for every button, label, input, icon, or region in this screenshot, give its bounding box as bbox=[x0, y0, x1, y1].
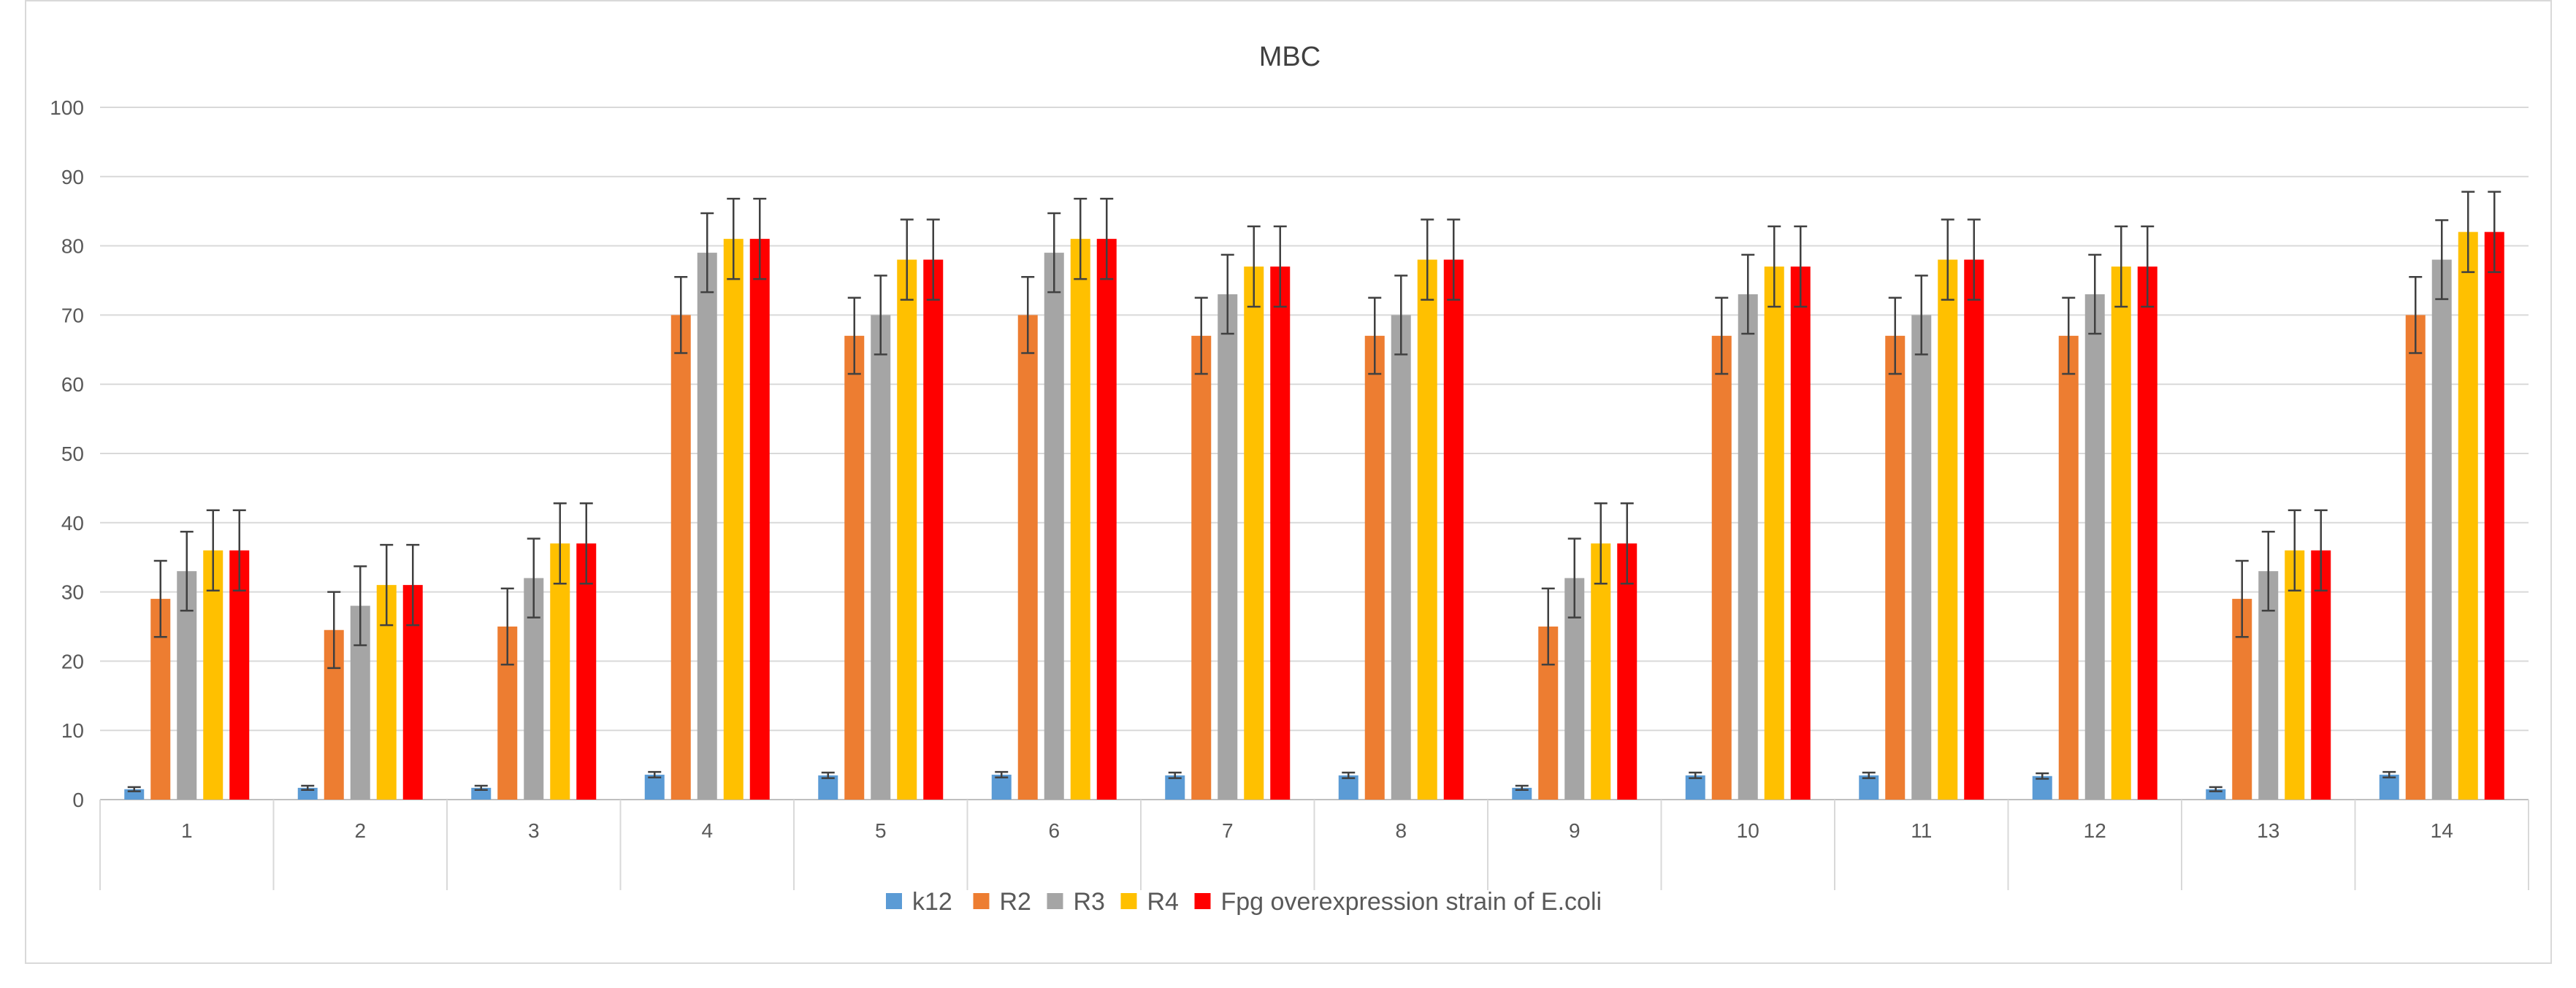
x-tick-label: 6 bbox=[1048, 819, 1060, 842]
bar bbox=[2484, 231, 2504, 800]
x-tick-label: 7 bbox=[1222, 819, 1234, 842]
legend-swatch bbox=[1047, 893, 1063, 909]
bar bbox=[2285, 550, 2305, 800]
legend-swatch bbox=[973, 893, 990, 909]
y-tick-label: 0 bbox=[72, 789, 84, 811]
y-tick-label: 10 bbox=[61, 719, 84, 742]
chart-frame: MBC 0 10 20 30 40 50 60 70 80 90 100 1 2 3 4 5 6 7 8 9 10 11… bbox=[25, 0, 2552, 964]
legend-swatch bbox=[1194, 893, 1211, 909]
bar bbox=[1711, 335, 1732, 800]
bar bbox=[2111, 267, 2131, 800]
y-tick-label: 50 bbox=[61, 443, 84, 465]
bar bbox=[1417, 259, 1437, 800]
x-tick-label: 10 bbox=[1737, 819, 1759, 842]
bar bbox=[1790, 267, 1811, 800]
legend: k12 R2 R3 R4 Fpg overexpression strain of E.… bbox=[886, 888, 1602, 916]
legend-swatch bbox=[1120, 893, 1137, 909]
y-tick-label: 100 bbox=[50, 96, 84, 119]
y-tick-label: 20 bbox=[61, 650, 84, 673]
bar bbox=[1044, 253, 1064, 800]
bar bbox=[897, 259, 917, 800]
bar bbox=[1617, 543, 1637, 800]
bar bbox=[1938, 259, 1958, 800]
legend-label: R3 bbox=[1074, 888, 1105, 916]
x-axis: 1 2 3 4 5 6 7 8 9 10 11 12 13 14 bbox=[99, 799, 2529, 890]
y-tick-label: 40 bbox=[61, 512, 84, 535]
bar bbox=[1443, 259, 1464, 800]
bar bbox=[1764, 267, 1784, 800]
y-tick-label: 90 bbox=[61, 166, 84, 188]
bar bbox=[749, 239, 770, 800]
bar bbox=[2311, 550, 2331, 800]
bar-series bbox=[124, 231, 2504, 800]
bar bbox=[1364, 335, 1385, 800]
bar bbox=[2458, 231, 2478, 800]
chart-title: MBC bbox=[1259, 42, 1321, 72]
x-tick-label: 5 bbox=[875, 819, 887, 842]
bar bbox=[2084, 294, 2105, 800]
y-axis: 0 10 20 30 40 50 60 70 80 90 100 bbox=[50, 96, 84, 811]
y-tick-label: 70 bbox=[61, 304, 84, 326]
bar bbox=[550, 543, 570, 800]
bar bbox=[1191, 335, 1212, 800]
bar bbox=[1338, 775, 1358, 800]
bar bbox=[697, 253, 717, 800]
gridlines bbox=[100, 107, 2529, 800]
bar bbox=[644, 774, 665, 800]
bar bbox=[576, 543, 597, 800]
x-tick-label: 14 bbox=[2431, 819, 2453, 842]
bar bbox=[1165, 775, 1185, 800]
bar bbox=[1244, 267, 1264, 800]
x-tick-label: 1 bbox=[181, 819, 193, 842]
bar bbox=[1964, 259, 1984, 800]
legend-label: Fpg overexpression strain of E.coli bbox=[1221, 888, 1602, 916]
bar bbox=[1017, 315, 1038, 800]
bar bbox=[1685, 775, 1705, 800]
legend-label: R2 bbox=[1000, 888, 1031, 916]
y-tick-label: 30 bbox=[61, 581, 84, 604]
legend-swatch bbox=[886, 893, 902, 909]
bar bbox=[991, 774, 1012, 800]
bar bbox=[2058, 335, 2079, 800]
bar bbox=[2137, 267, 2158, 800]
x-tick-label: 12 bbox=[2084, 819, 2106, 842]
x-tick-label: 4 bbox=[701, 819, 713, 842]
error-bars bbox=[127, 191, 2502, 792]
legend-label: R4 bbox=[1147, 888, 1179, 916]
x-tick-label: 2 bbox=[354, 819, 366, 842]
bar bbox=[203, 550, 223, 800]
bar bbox=[2431, 259, 2452, 800]
x-tick-label: 8 bbox=[1395, 819, 1407, 842]
bar bbox=[2379, 774, 2399, 800]
bar bbox=[923, 259, 944, 800]
bar bbox=[1096, 239, 1117, 800]
bar bbox=[818, 775, 838, 800]
y-tick-label: 60 bbox=[61, 373, 84, 396]
bar bbox=[1218, 294, 1238, 800]
x-tick-label: 9 bbox=[1569, 819, 1581, 842]
x-tick-label: 11 bbox=[1911, 819, 1932, 842]
bar bbox=[229, 550, 250, 800]
bar bbox=[2032, 776, 2052, 800]
bar bbox=[1391, 315, 1411, 800]
bar bbox=[670, 315, 691, 800]
bar bbox=[844, 335, 865, 800]
bar bbox=[723, 239, 744, 800]
bar bbox=[1270, 267, 1291, 800]
y-tick-label: 80 bbox=[61, 235, 84, 258]
bar bbox=[1591, 543, 1611, 800]
bar bbox=[1859, 775, 1879, 800]
x-tick-label: 13 bbox=[2257, 819, 2279, 842]
bar bbox=[1738, 294, 1758, 800]
bar bbox=[1070, 239, 1090, 800]
bar bbox=[871, 315, 891, 800]
bar bbox=[2405, 315, 2426, 800]
legend-label: k12 bbox=[912, 888, 952, 916]
x-tick-label: 3 bbox=[528, 819, 540, 842]
bar bbox=[1885, 335, 1906, 800]
bar bbox=[1911, 315, 1932, 800]
